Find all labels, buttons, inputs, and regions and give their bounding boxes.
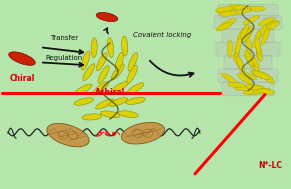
Ellipse shape — [260, 72, 274, 84]
FancyBboxPatch shape — [224, 55, 272, 69]
Text: Chiral: Chiral — [9, 74, 35, 83]
Ellipse shape — [100, 111, 120, 118]
Ellipse shape — [228, 40, 233, 58]
Ellipse shape — [235, 53, 242, 70]
Ellipse shape — [107, 38, 113, 57]
Bar — [146, 0, 291, 9]
Ellipse shape — [257, 89, 275, 94]
Ellipse shape — [246, 38, 251, 56]
Ellipse shape — [257, 71, 273, 80]
Ellipse shape — [262, 28, 270, 45]
Ellipse shape — [234, 8, 252, 14]
Ellipse shape — [245, 50, 253, 67]
Ellipse shape — [237, 25, 249, 40]
Ellipse shape — [83, 64, 95, 81]
Ellipse shape — [253, 88, 271, 94]
Text: N*-LC: N*-LC — [258, 161, 282, 170]
Ellipse shape — [251, 70, 267, 79]
Ellipse shape — [250, 57, 260, 74]
Ellipse shape — [81, 51, 90, 70]
Ellipse shape — [74, 98, 94, 105]
FancyBboxPatch shape — [218, 4, 278, 18]
Ellipse shape — [215, 7, 233, 12]
Ellipse shape — [116, 52, 123, 72]
Ellipse shape — [217, 8, 235, 14]
Ellipse shape — [127, 83, 144, 95]
Ellipse shape — [91, 38, 97, 58]
Ellipse shape — [241, 28, 252, 43]
Bar — [146, 57, 291, 66]
Ellipse shape — [243, 16, 259, 25]
Ellipse shape — [74, 84, 92, 95]
Ellipse shape — [111, 64, 124, 80]
Ellipse shape — [244, 90, 261, 95]
Ellipse shape — [240, 24, 249, 40]
Ellipse shape — [121, 122, 165, 144]
Ellipse shape — [253, 71, 269, 79]
Ellipse shape — [9, 52, 35, 65]
Ellipse shape — [82, 114, 102, 120]
Ellipse shape — [253, 31, 261, 48]
Ellipse shape — [233, 55, 245, 70]
Ellipse shape — [111, 81, 129, 93]
Ellipse shape — [247, 84, 265, 90]
Ellipse shape — [220, 19, 236, 27]
Ellipse shape — [216, 22, 233, 31]
Ellipse shape — [258, 17, 275, 26]
Bar — [146, 9, 291, 19]
Bar — [146, 85, 291, 94]
Text: Covalent locking: Covalent locking — [133, 32, 191, 38]
Ellipse shape — [220, 11, 237, 16]
Ellipse shape — [256, 44, 262, 62]
Ellipse shape — [126, 97, 146, 105]
Ellipse shape — [97, 53, 107, 71]
Ellipse shape — [256, 25, 267, 40]
Ellipse shape — [245, 52, 254, 69]
Ellipse shape — [229, 4, 247, 10]
Text: Regulation: Regulation — [45, 55, 83, 61]
Ellipse shape — [262, 20, 278, 30]
Ellipse shape — [237, 74, 252, 84]
Ellipse shape — [235, 42, 240, 60]
Ellipse shape — [221, 73, 237, 84]
Ellipse shape — [235, 85, 253, 91]
FancyBboxPatch shape — [222, 82, 274, 96]
Ellipse shape — [233, 5, 251, 10]
FancyBboxPatch shape — [214, 16, 282, 30]
Ellipse shape — [118, 111, 138, 118]
Ellipse shape — [95, 99, 114, 109]
Ellipse shape — [235, 37, 241, 55]
Bar — [146, 66, 291, 76]
Ellipse shape — [264, 21, 280, 31]
Text: Transfer: Transfer — [50, 35, 78, 41]
Ellipse shape — [244, 25, 254, 42]
Ellipse shape — [255, 37, 261, 55]
Ellipse shape — [217, 21, 233, 31]
Bar — [146, 38, 291, 47]
Bar — [146, 19, 291, 28]
Ellipse shape — [109, 98, 128, 106]
Ellipse shape — [93, 81, 109, 95]
Ellipse shape — [228, 82, 245, 88]
Ellipse shape — [256, 43, 261, 60]
FancyBboxPatch shape — [216, 42, 280, 56]
Ellipse shape — [237, 56, 245, 73]
Ellipse shape — [240, 72, 257, 80]
Ellipse shape — [98, 66, 109, 83]
Ellipse shape — [127, 65, 137, 83]
Bar — [146, 28, 291, 38]
Bar — [146, 47, 291, 57]
Bar — [146, 76, 291, 85]
Ellipse shape — [248, 53, 259, 67]
Ellipse shape — [128, 53, 138, 71]
Ellipse shape — [96, 12, 118, 22]
Ellipse shape — [247, 6, 265, 11]
Ellipse shape — [245, 85, 263, 90]
FancyBboxPatch shape — [222, 29, 274, 43]
FancyBboxPatch shape — [218, 69, 278, 83]
Ellipse shape — [122, 36, 128, 56]
Text: Achiral: Achiral — [95, 88, 125, 97]
Ellipse shape — [47, 123, 89, 147]
